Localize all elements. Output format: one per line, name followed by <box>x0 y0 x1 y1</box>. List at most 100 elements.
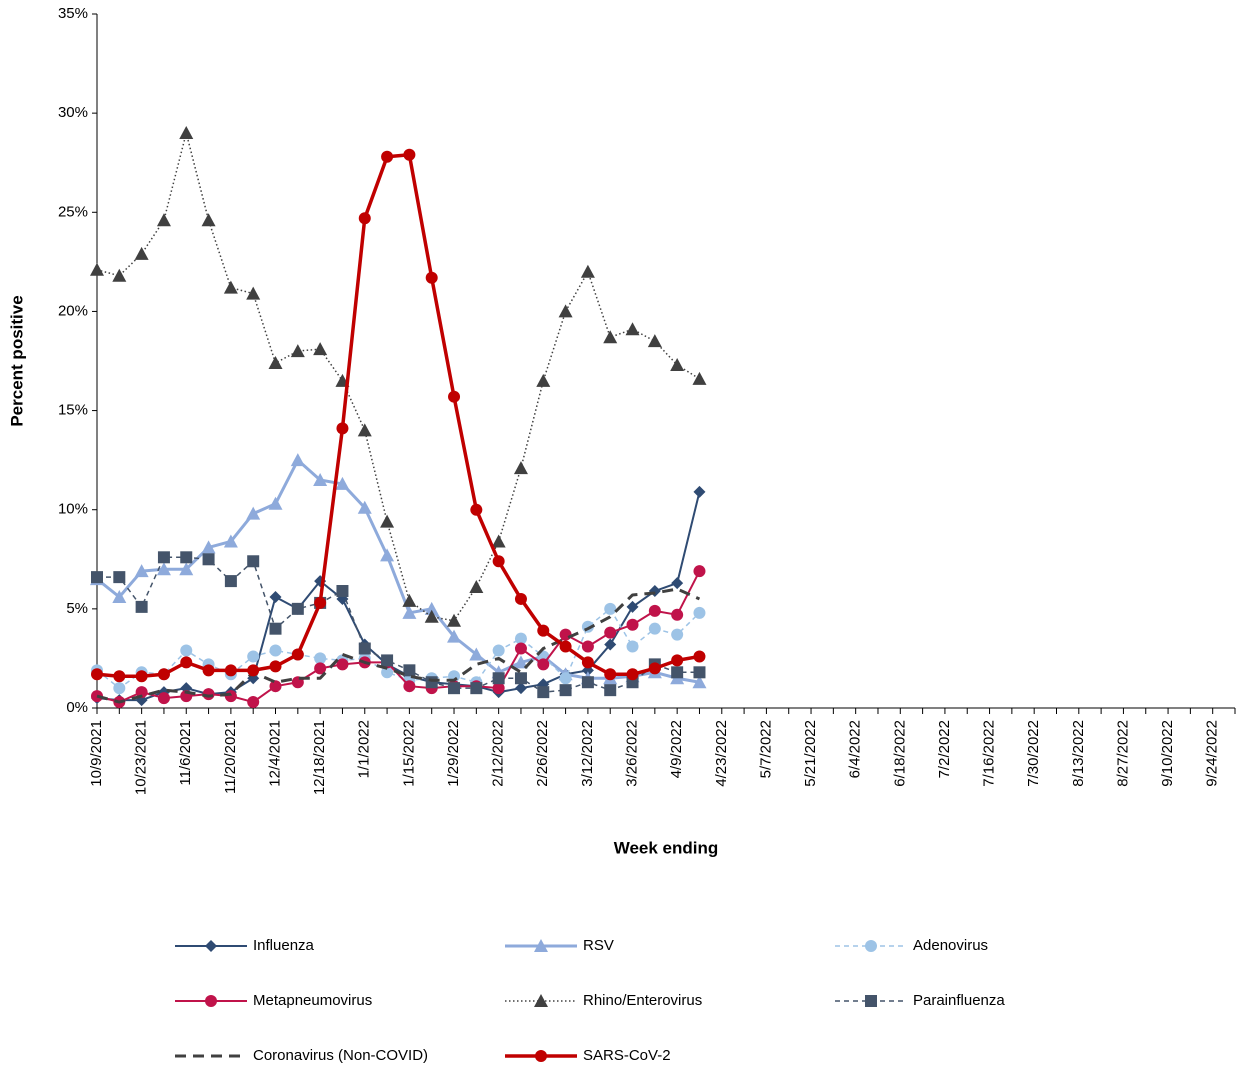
data-point <box>604 684 617 697</box>
data-point <box>492 644 505 657</box>
data-point <box>671 628 684 641</box>
data-point <box>223 280 238 294</box>
data-point <box>604 638 617 651</box>
data-point <box>625 322 640 336</box>
data-point <box>179 125 194 139</box>
data-point <box>313 472 328 486</box>
data-point <box>113 571 126 584</box>
x-tick-label: 5/7/2022 <box>757 720 774 778</box>
data-point <box>179 562 194 576</box>
data-point <box>224 690 237 703</box>
data-point <box>246 506 261 520</box>
legend-marker <box>535 1050 547 1062</box>
data-point <box>268 496 283 510</box>
data-point <box>357 500 372 514</box>
data-point <box>135 686 148 699</box>
x-tick-label: 7/16/2022 <box>981 720 998 787</box>
x-tick-label: 7/30/2022 <box>1025 720 1042 787</box>
data-point <box>112 268 127 282</box>
x-tick-label: 6/18/2022 <box>891 720 908 787</box>
y-tick-label: 0% <box>66 699 88 716</box>
data-point <box>291 602 304 615</box>
data-point <box>336 658 349 671</box>
x-tick-label: 8/13/2022 <box>1070 720 1087 787</box>
data-point <box>581 676 594 689</box>
data-point <box>514 632 527 645</box>
data-point <box>157 551 170 564</box>
data-point <box>671 608 684 621</box>
legend-marker <box>205 995 217 1007</box>
data-point <box>559 640 572 653</box>
y-tick-label: 35% <box>58 5 88 22</box>
data-point <box>335 476 350 490</box>
data-point <box>290 453 305 467</box>
data-point <box>537 658 550 671</box>
x-tick-label: 1/29/2022 <box>445 720 462 787</box>
x-tick-label: 1/15/2022 <box>400 720 417 787</box>
x-tick-label: 4/23/2022 <box>713 720 730 787</box>
data-point <box>157 692 170 705</box>
data-point <box>513 461 528 475</box>
data-point <box>403 148 416 161</box>
x-tick-label: 6/4/2022 <box>847 720 864 778</box>
series-line <box>96 491 701 702</box>
data-point <box>269 660 282 673</box>
data-point <box>380 548 395 562</box>
data-point <box>157 668 170 681</box>
data-point <box>135 670 148 683</box>
data-point <box>180 551 193 564</box>
series-line <box>96 570 701 704</box>
data-point <box>648 604 661 617</box>
data-point <box>269 680 282 693</box>
data-point <box>693 606 706 619</box>
legend-label: Influenza <box>253 937 315 954</box>
data-point <box>514 592 527 605</box>
data-point <box>447 629 462 643</box>
data-point <box>134 246 149 260</box>
data-point <box>224 664 237 677</box>
data-point <box>247 555 260 568</box>
data-point <box>671 666 684 679</box>
data-point <box>670 357 685 371</box>
data-point <box>469 580 484 594</box>
data-point <box>269 622 282 635</box>
x-tick-label: 11/6/2021 <box>177 720 194 786</box>
legend-label: Rhino/Enterovirus <box>583 992 702 1009</box>
y-tick-label: 15% <box>58 402 88 419</box>
y-axis-title: Percent positive <box>7 295 26 426</box>
x-tick-label: 11/20/2021 <box>222 720 239 794</box>
data-point <box>671 577 684 590</box>
series-line <box>96 587 701 704</box>
data-point <box>492 672 505 685</box>
data-point <box>113 670 126 683</box>
data-point <box>336 585 349 598</box>
y-tick-label: 25% <box>58 203 88 220</box>
data-point <box>558 304 573 318</box>
data-point <box>536 373 551 387</box>
series <box>90 125 707 627</box>
x-tick-label: 9/24/2022 <box>1204 720 1221 787</box>
series-line <box>96 153 700 679</box>
data-point <box>269 644 282 657</box>
data-point <box>269 590 282 603</box>
data-point <box>313 342 328 356</box>
data-point <box>381 150 394 163</box>
data-point <box>113 682 126 695</box>
data-point <box>604 602 617 615</box>
data-point <box>648 622 661 635</box>
data-point <box>492 682 505 695</box>
data-point <box>626 640 639 653</box>
data-point <box>537 624 550 637</box>
x-tick-label: 3/26/2022 <box>623 720 640 787</box>
data-point <box>247 664 260 677</box>
data-point <box>247 650 260 663</box>
series-line <box>96 608 700 689</box>
x-tick-label: 9/10/2022 <box>1159 720 1176 787</box>
y-tick-label: 10% <box>58 501 88 518</box>
data-point <box>424 601 439 615</box>
x-tick-label: 10/23/2021 <box>133 720 150 795</box>
data-point <box>693 485 706 498</box>
data-point <box>514 672 527 685</box>
data-point <box>112 589 127 603</box>
data-point <box>693 565 706 578</box>
